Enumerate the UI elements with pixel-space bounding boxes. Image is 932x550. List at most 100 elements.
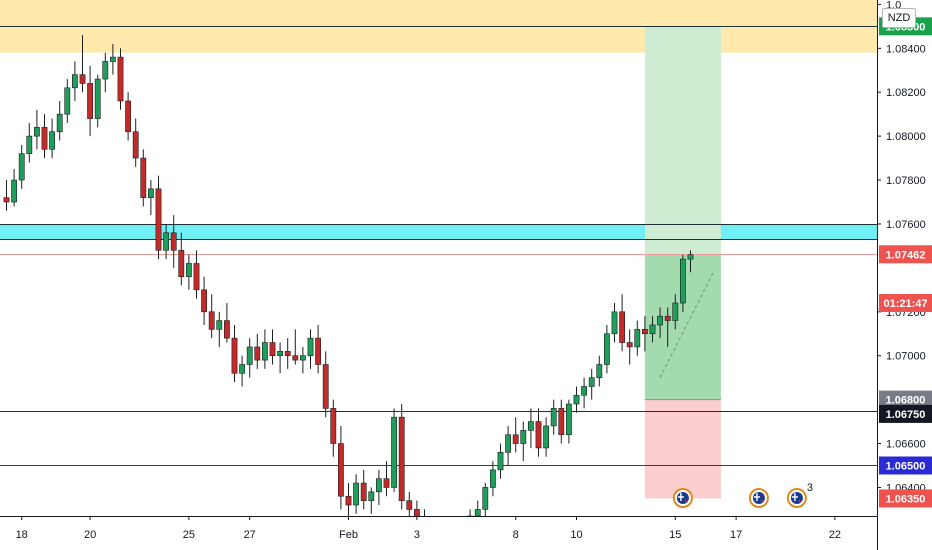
y-tick-label: 1.08400 — [886, 43, 926, 55]
candle — [102, 52, 109, 93]
candle — [41, 114, 48, 159]
candle — [33, 109, 40, 150]
candle — [117, 48, 124, 110]
y-tick-label: 1.0 — [886, 0, 901, 11]
position-stop-area — [644, 399, 721, 499]
candle — [72, 61, 78, 102]
candle — [315, 324, 321, 374]
candle — [261, 329, 268, 369]
candle — [254, 333, 261, 369]
event-flag-icon[interactable] — [748, 488, 769, 508]
x-tick-label: 8 — [513, 529, 519, 541]
candle — [634, 320, 641, 356]
candle — [520, 421, 527, 462]
candle — [626, 329, 633, 365]
svg-text:1.06750: 1.06750 — [886, 409, 926, 421]
candle — [231, 324, 238, 383]
candle — [49, 118, 55, 159]
time-axis[interactable]: 18 20 25 27 Feb 3 8 10 15 17 22 — [0, 516, 877, 550]
candle — [26, 122, 33, 163]
candle — [573, 386, 580, 413]
candle — [330, 399, 337, 457]
candle — [664, 307, 671, 347]
candle — [482, 483, 489, 519]
candle — [535, 408, 542, 457]
candle — [3, 180, 10, 211]
horizontal-lines-layer — [0, 26, 877, 466]
y-tick-label: 1.07800 — [886, 175, 926, 187]
candle — [588, 368, 595, 400]
candle — [672, 294, 679, 330]
candle — [375, 469, 382, 506]
candle — [148, 180, 154, 216]
candle — [353, 474, 359, 514]
y-tick-label: 1.07600 — [886, 219, 926, 231]
candles-layer — [3, 35, 714, 550]
y-tick-label: 1.08000 — [886, 131, 926, 143]
event-flag-icon[interactable]: 3 — [786, 482, 813, 508]
candle — [125, 92, 131, 141]
candle — [611, 303, 618, 343]
candle — [322, 351, 329, 418]
candle — [558, 399, 565, 444]
candle — [383, 461, 390, 497]
candle — [391, 408, 397, 492]
candle — [360, 469, 367, 510]
candle — [550, 399, 557, 435]
candle — [649, 316, 656, 343]
candle — [337, 425, 344, 510]
price-tag: 1.06750 — [879, 404, 932, 423]
x-tick-label: 20 — [84, 529, 96, 541]
candle — [155, 175, 162, 260]
price-tag: 1.07462 — [879, 245, 932, 264]
candle — [246, 338, 253, 378]
svg-text:1.07462: 1.07462 — [886, 249, 926, 261]
svg-text:1.06800: 1.06800 — [886, 395, 926, 407]
candle — [94, 74, 101, 128]
candle — [132, 118, 139, 167]
candle — [163, 223, 169, 260]
candle — [292, 329, 299, 365]
candle — [543, 417, 549, 457]
candle — [178, 232, 185, 286]
currency-label[interactable]: NZD — [882, 8, 916, 28]
candle — [497, 443, 504, 479]
candle — [64, 79, 71, 123]
candle — [79, 35, 86, 93]
long-position-tool[interactable] — [644, 26, 721, 499]
trend-line — [659, 272, 714, 378]
candle — [565, 399, 572, 444]
candle — [679, 254, 686, 312]
candle — [216, 311, 223, 347]
candle — [193, 250, 200, 299]
candle — [110, 43, 116, 75]
events-layer[interactable]: 3 — [672, 482, 813, 508]
candle — [269, 329, 276, 365]
candle — [641, 316, 648, 352]
candle — [307, 329, 314, 369]
candle — [619, 294, 625, 352]
candle — [596, 355, 603, 387]
candle — [56, 101, 63, 141]
y-tick-label: 1.06600 — [886, 439, 926, 451]
candle — [512, 417, 519, 453]
x-tick-label: 15 — [669, 529, 681, 541]
candle — [224, 303, 230, 343]
candle — [527, 408, 534, 448]
candle — [687, 250, 694, 273]
svg-text:01:21:47: 01:21:47 — [883, 298, 927, 310]
event-flag-icon[interactable] — [672, 488, 693, 508]
candle — [299, 346, 306, 374]
candle — [603, 324, 610, 374]
y-tick-label: 1.08200 — [886, 87, 926, 99]
candle — [284, 338, 291, 369]
svg-text:1.06350: 1.06350 — [886, 493, 926, 505]
candle — [581, 377, 587, 409]
candle — [489, 461, 496, 497]
zones-layer — [0, 0, 877, 240]
price-tag: 01:21:47 — [879, 294, 932, 313]
price-tag: 1.06350 — [879, 489, 932, 508]
event-count-label: 3 — [807, 482, 813, 494]
candle — [18, 144, 25, 189]
